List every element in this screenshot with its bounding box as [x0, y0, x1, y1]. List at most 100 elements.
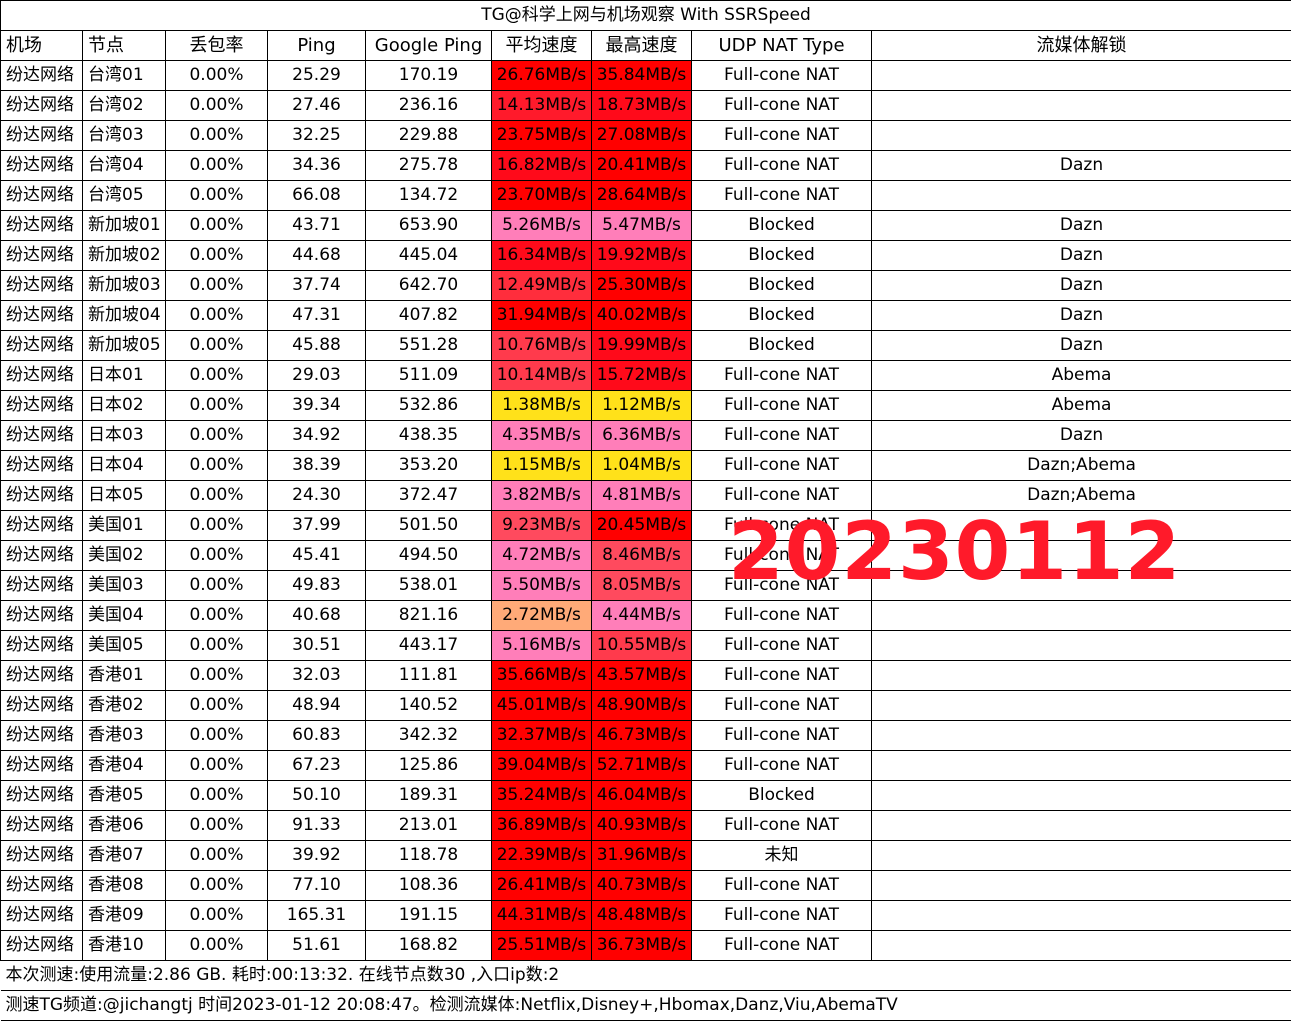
cell-streaming-unlock	[872, 811, 1291, 841]
cell-streaming-unlock	[872, 181, 1291, 211]
cell-streaming-unlock: Dazn	[872, 421, 1291, 451]
cell-streaming-unlock: Abema	[872, 391, 1291, 421]
cell-ping: 77.10	[268, 871, 366, 901]
cell-max-speed: 8.05MB/s	[592, 571, 692, 601]
cell-max-speed: 48.90MB/s	[592, 691, 692, 721]
cell-ping: 60.83	[268, 721, 366, 751]
header-avg-speed: 平均速度	[492, 31, 592, 61]
cell-ping: 40.68	[268, 601, 366, 631]
cell-google-ping: 275.78	[366, 151, 492, 181]
cell-google-ping: 538.01	[366, 571, 492, 601]
cell-max-speed: 20.41MB/s	[592, 151, 692, 181]
cell-loss: 0.00%	[166, 751, 268, 781]
footer-row-2: 测速TG频道:@jichangtj 时间2023-01-12 20:08:47。…	[1, 991, 1291, 1021]
cell-avg-speed: 2.72MB/s	[492, 601, 592, 631]
cell-nat-type: 未知	[692, 841, 872, 871]
cell-avg-speed: 12.49MB/s	[492, 271, 592, 301]
cell-airport: 纷达网络	[1, 121, 83, 151]
cell-nat-type: Full-cone NAT	[692, 751, 872, 781]
cell-airport: 纷达网络	[1, 481, 83, 511]
cell-max-speed: 6.36MB/s	[592, 421, 692, 451]
header-max-speed: 最高速度	[592, 31, 692, 61]
cell-ping: 165.31	[268, 901, 366, 931]
cell-node: 日本03	[83, 421, 166, 451]
cell-loss: 0.00%	[166, 481, 268, 511]
cell-nat-type: Full-cone NAT	[692, 541, 872, 571]
cell-ping: 45.88	[268, 331, 366, 361]
cell-max-speed: 46.73MB/s	[592, 721, 692, 751]
cell-nat-type: Blocked	[692, 211, 872, 241]
cell-airport: 纷达网络	[1, 871, 83, 901]
cell-loss: 0.00%	[166, 571, 268, 601]
cell-node: 美国02	[83, 541, 166, 571]
cell-node: 日本01	[83, 361, 166, 391]
cell-max-speed: 46.04MB/s	[592, 781, 692, 811]
cell-nat-type: Full-cone NAT	[692, 121, 872, 151]
cell-streaming-unlock: Abema	[872, 361, 1291, 391]
cell-avg-speed: 31.94MB/s	[492, 301, 592, 331]
cell-streaming-unlock	[872, 751, 1291, 781]
cell-ping: 50.10	[268, 781, 366, 811]
cell-airport: 纷达网络	[1, 181, 83, 211]
cell-node: 日本05	[83, 481, 166, 511]
cell-avg-speed: 4.35MB/s	[492, 421, 592, 451]
cell-avg-speed: 32.37MB/s	[492, 721, 592, 751]
cell-max-speed: 18.73MB/s	[592, 91, 692, 121]
cell-google-ping: 111.81	[366, 661, 492, 691]
cell-streaming-unlock: Dazn	[872, 331, 1291, 361]
cell-loss: 0.00%	[166, 871, 268, 901]
cell-nat-type: Full-cone NAT	[692, 661, 872, 691]
cell-google-ping: 372.47	[366, 481, 492, 511]
cell-avg-speed: 35.66MB/s	[492, 661, 592, 691]
cell-max-speed: 8.46MB/s	[592, 541, 692, 571]
cell-nat-type: Full-cone NAT	[692, 631, 872, 661]
cell-nat-type: Blocked	[692, 331, 872, 361]
cell-loss: 0.00%	[166, 211, 268, 241]
cell-avg-speed: 9.23MB/s	[492, 511, 592, 541]
cell-node: 香港03	[83, 721, 166, 751]
cell-google-ping: 140.52	[366, 691, 492, 721]
cell-google-ping: 511.09	[366, 361, 492, 391]
cell-max-speed: 28.64MB/s	[592, 181, 692, 211]
cell-streaming-unlock	[872, 841, 1291, 871]
cell-nat-type: Full-cone NAT	[692, 811, 872, 841]
cell-max-speed: 40.93MB/s	[592, 811, 692, 841]
cell-max-speed: 43.57MB/s	[592, 661, 692, 691]
title-row: TG@科学上网与机场观察 With SSRSpeed	[1, 1, 1291, 31]
cell-google-ping: 108.36	[366, 871, 492, 901]
cell-max-speed: 20.45MB/s	[592, 511, 692, 541]
cell-node: 台湾02	[83, 91, 166, 121]
cell-avg-speed: 45.01MB/s	[492, 691, 592, 721]
cell-loss: 0.00%	[166, 841, 268, 871]
cell-node: 台湾01	[83, 61, 166, 91]
cell-ping: 37.99	[268, 511, 366, 541]
cell-streaming-unlock	[872, 721, 1291, 751]
cell-nat-type: Blocked	[692, 241, 872, 271]
cell-ping: 38.39	[268, 451, 366, 481]
cell-loss: 0.00%	[166, 331, 268, 361]
cell-ping: 66.08	[268, 181, 366, 211]
cell-streaming-unlock	[872, 121, 1291, 151]
cell-streaming-unlock: Dazn	[872, 151, 1291, 181]
cell-streaming-unlock	[872, 871, 1291, 901]
cell-streaming-unlock: Dazn;Abema	[872, 451, 1291, 481]
cell-avg-speed: 14.13MB/s	[492, 91, 592, 121]
cell-ping: 30.51	[268, 631, 366, 661]
cell-airport: 纷达网络	[1, 811, 83, 841]
cell-node: 香港07	[83, 841, 166, 871]
cell-nat-type: Blocked	[692, 301, 872, 331]
cell-nat-type: Full-cone NAT	[692, 181, 872, 211]
cell-airport: 纷达网络	[1, 601, 83, 631]
cell-google-ping: 213.01	[366, 811, 492, 841]
